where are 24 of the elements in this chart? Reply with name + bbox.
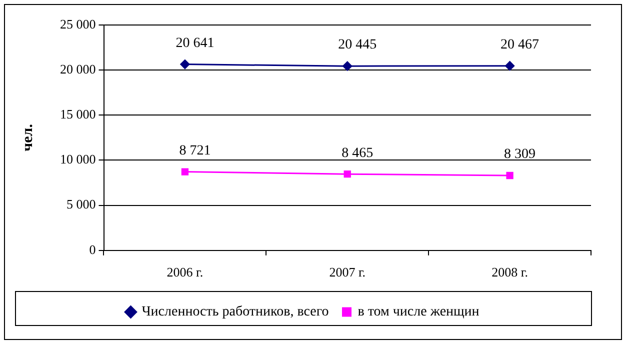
point bbox=[505, 61, 515, 71]
point bbox=[180, 60, 190, 70]
y-tick-label: 15 000 bbox=[60, 106, 96, 122]
data-label: 20 445 bbox=[338, 38, 377, 53]
point bbox=[342, 61, 352, 71]
x-tick-label: 2008 г. bbox=[492, 264, 528, 280]
x-tick-label: 2007 г. bbox=[329, 264, 366, 280]
data-label: 8 465 bbox=[342, 146, 374, 161]
data-label: 20 641 bbox=[176, 36, 214, 51]
y-tick-label: 10 000 bbox=[60, 152, 96, 167]
y-tick-label: 20 000 bbox=[60, 62, 96, 76]
data-label: 20 467 bbox=[500, 38, 540, 53]
legend-label: Численность работников, всего bbox=[142, 304, 329, 320]
y-tick-label: 5 000 bbox=[66, 196, 96, 212]
data-label: 8 309 bbox=[504, 147, 536, 162]
legend-label: в том числе женщин bbox=[358, 304, 480, 320]
y-tick-label: 0 bbox=[89, 242, 96, 257]
y-tick-label: 25 000 bbox=[60, 16, 96, 32]
point bbox=[506, 172, 514, 180]
point bbox=[344, 170, 351, 178]
x-tick-label: 2006 г. bbox=[166, 264, 204, 280]
data-label: 8 721 bbox=[179, 143, 211, 158]
point bbox=[181, 168, 189, 176]
y-axis-title: чел. bbox=[20, 124, 36, 152]
